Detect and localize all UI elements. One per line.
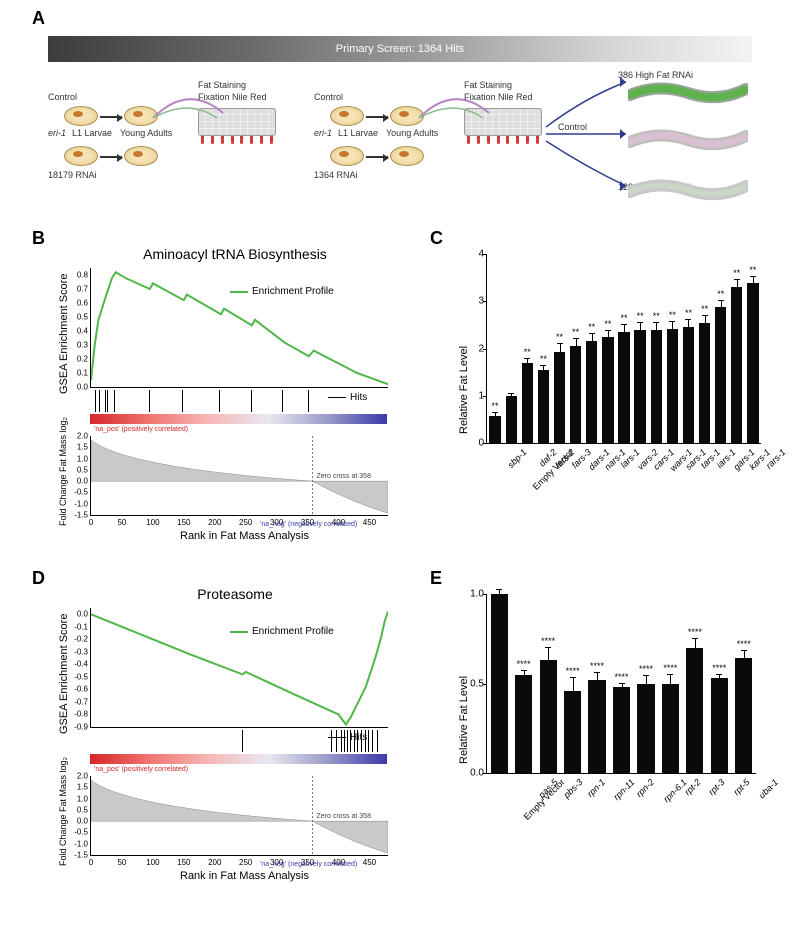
panel-c-ylabel: Relative Fat Level: [458, 346, 470, 434]
panel-a-flow: Control eri-1 L1 Larvae Young Adults 181…: [48, 78, 752, 208]
legend-enrichment: Enrichment Profile: [230, 626, 334, 637]
label-larvae: L1 Larvae: [338, 128, 378, 138]
pos-corr-label: 'na_pos' (positively correlated): [94, 766, 188, 773]
panel-d-xlabel: Rank in Fat Mass Analysis: [180, 870, 309, 882]
panel-e-barchart: Relative Fat Level 0.00.51.0Empty Vector…: [458, 582, 768, 882]
heat-strip: [90, 754, 387, 764]
legend-hits: Hits: [328, 732, 367, 743]
dish-icon: [390, 146, 424, 166]
panel-e-label: E: [430, 568, 442, 589]
bars-area: 0.00.51.0Empty Vector****pas-5****pbs-3*…: [486, 594, 756, 774]
panel-c-barchart: Relative Fat Level 01234**sbp-1Empty Vec…: [458, 242, 768, 542]
primary-screen-bar: Primary Screen: 1364 Hits: [48, 36, 752, 62]
worm-low-fat-icon: [628, 178, 748, 202]
label-larvae: L1 Larvae: [72, 128, 112, 138]
result-arrows-icon: [546, 72, 636, 192]
label-fixation: Fixation Nile Red: [464, 92, 533, 102]
arrow-icon: [366, 156, 388, 158]
legend-label: Hits: [350, 392, 367, 403]
panel-d-label: D: [32, 568, 45, 589]
dish-icon: [330, 146, 364, 166]
dish-icon: [64, 106, 98, 126]
neg-corr-label: 'na_neg' (negatively correlated): [260, 521, 357, 528]
panel-b-xlabel: Rank in Fat Mass Analysis: [180, 530, 309, 542]
label-eri: eri-1: [314, 128, 332, 138]
plate-tips-icon: [198, 136, 276, 144]
pos-corr-label: 'na_pos' (positively correlated): [94, 426, 188, 433]
label-young-adults: Young Adults: [120, 128, 172, 138]
panel-b-label: B: [32, 228, 45, 249]
label-rnai-count: 1364 RNAi: [314, 170, 358, 180]
panel-b-chart: Aminoacyl tRNA Biosynthesis GSEA Enrichm…: [60, 246, 410, 546]
arrow-icon: [100, 156, 122, 158]
dish-icon: [64, 146, 98, 166]
panel-d-ylabel-bottom: Fold Change Fat Mass log₂: [58, 757, 68, 866]
panel-b-ylabel-bottom: Fold Change Fat Mass log₂: [58, 417, 68, 526]
fold-change-plot: 2.01.51.00.50.0-0.5-1.0-1.50501001502002…: [90, 436, 388, 516]
label-rnai-count: 18179 RNAi: [48, 170, 97, 180]
arrow-icon: [100, 116, 122, 118]
worm-high-fat-icon: [628, 81, 748, 105]
panel-a-label: A: [32, 8, 45, 29]
panel-d-title: Proteasome: [60, 586, 410, 602]
label-eri: eri-1: [48, 128, 66, 138]
fold-change-plot: 2.01.51.00.50.0-0.5-1.0-1.50501001502002…: [90, 776, 388, 856]
panel-b-title: Aminoacyl tRNA Biosynthesis: [60, 246, 410, 262]
legend-enrichment: Enrichment Profile: [230, 286, 334, 297]
neg-corr-label: 'na_neg' (negatively correlated): [260, 861, 357, 868]
dish-icon: [124, 146, 158, 166]
legend-label: Enrichment Profile: [252, 626, 334, 637]
panel-c-label: C: [430, 228, 443, 249]
worm-control-icon: [628, 128, 748, 152]
bars-area: 01234**sbp-1Empty Vector**daf-2**lars-2*…: [486, 254, 761, 444]
legend-hits: Hits: [328, 392, 367, 403]
legend-label: Hits: [350, 732, 367, 743]
label-control: Control: [48, 92, 77, 102]
label-fat-staining: Fat Staining: [464, 80, 512, 90]
plate-tips-icon: [464, 136, 542, 144]
arrow-icon: [366, 116, 388, 118]
panel-b-ylabel-top: GSEA Enrichment Score: [58, 274, 70, 394]
panel-d-chart: Proteasome GSEA Enrichment Score 0.0-0.1…: [60, 586, 410, 886]
panel-d-ylabel-top: GSEA Enrichment Score: [58, 614, 70, 734]
heat-strip: [90, 414, 387, 424]
label-control: Control: [314, 92, 343, 102]
panel-e-ylabel: Relative Fat Level: [458, 676, 470, 764]
dish-icon: [330, 106, 364, 126]
label-fixation: Fixation Nile Red: [198, 92, 267, 102]
label-fat-staining: Fat Staining: [198, 80, 246, 90]
legend-label: Enrichment Profile: [252, 286, 334, 297]
label-young-adults: Young Adults: [386, 128, 438, 138]
